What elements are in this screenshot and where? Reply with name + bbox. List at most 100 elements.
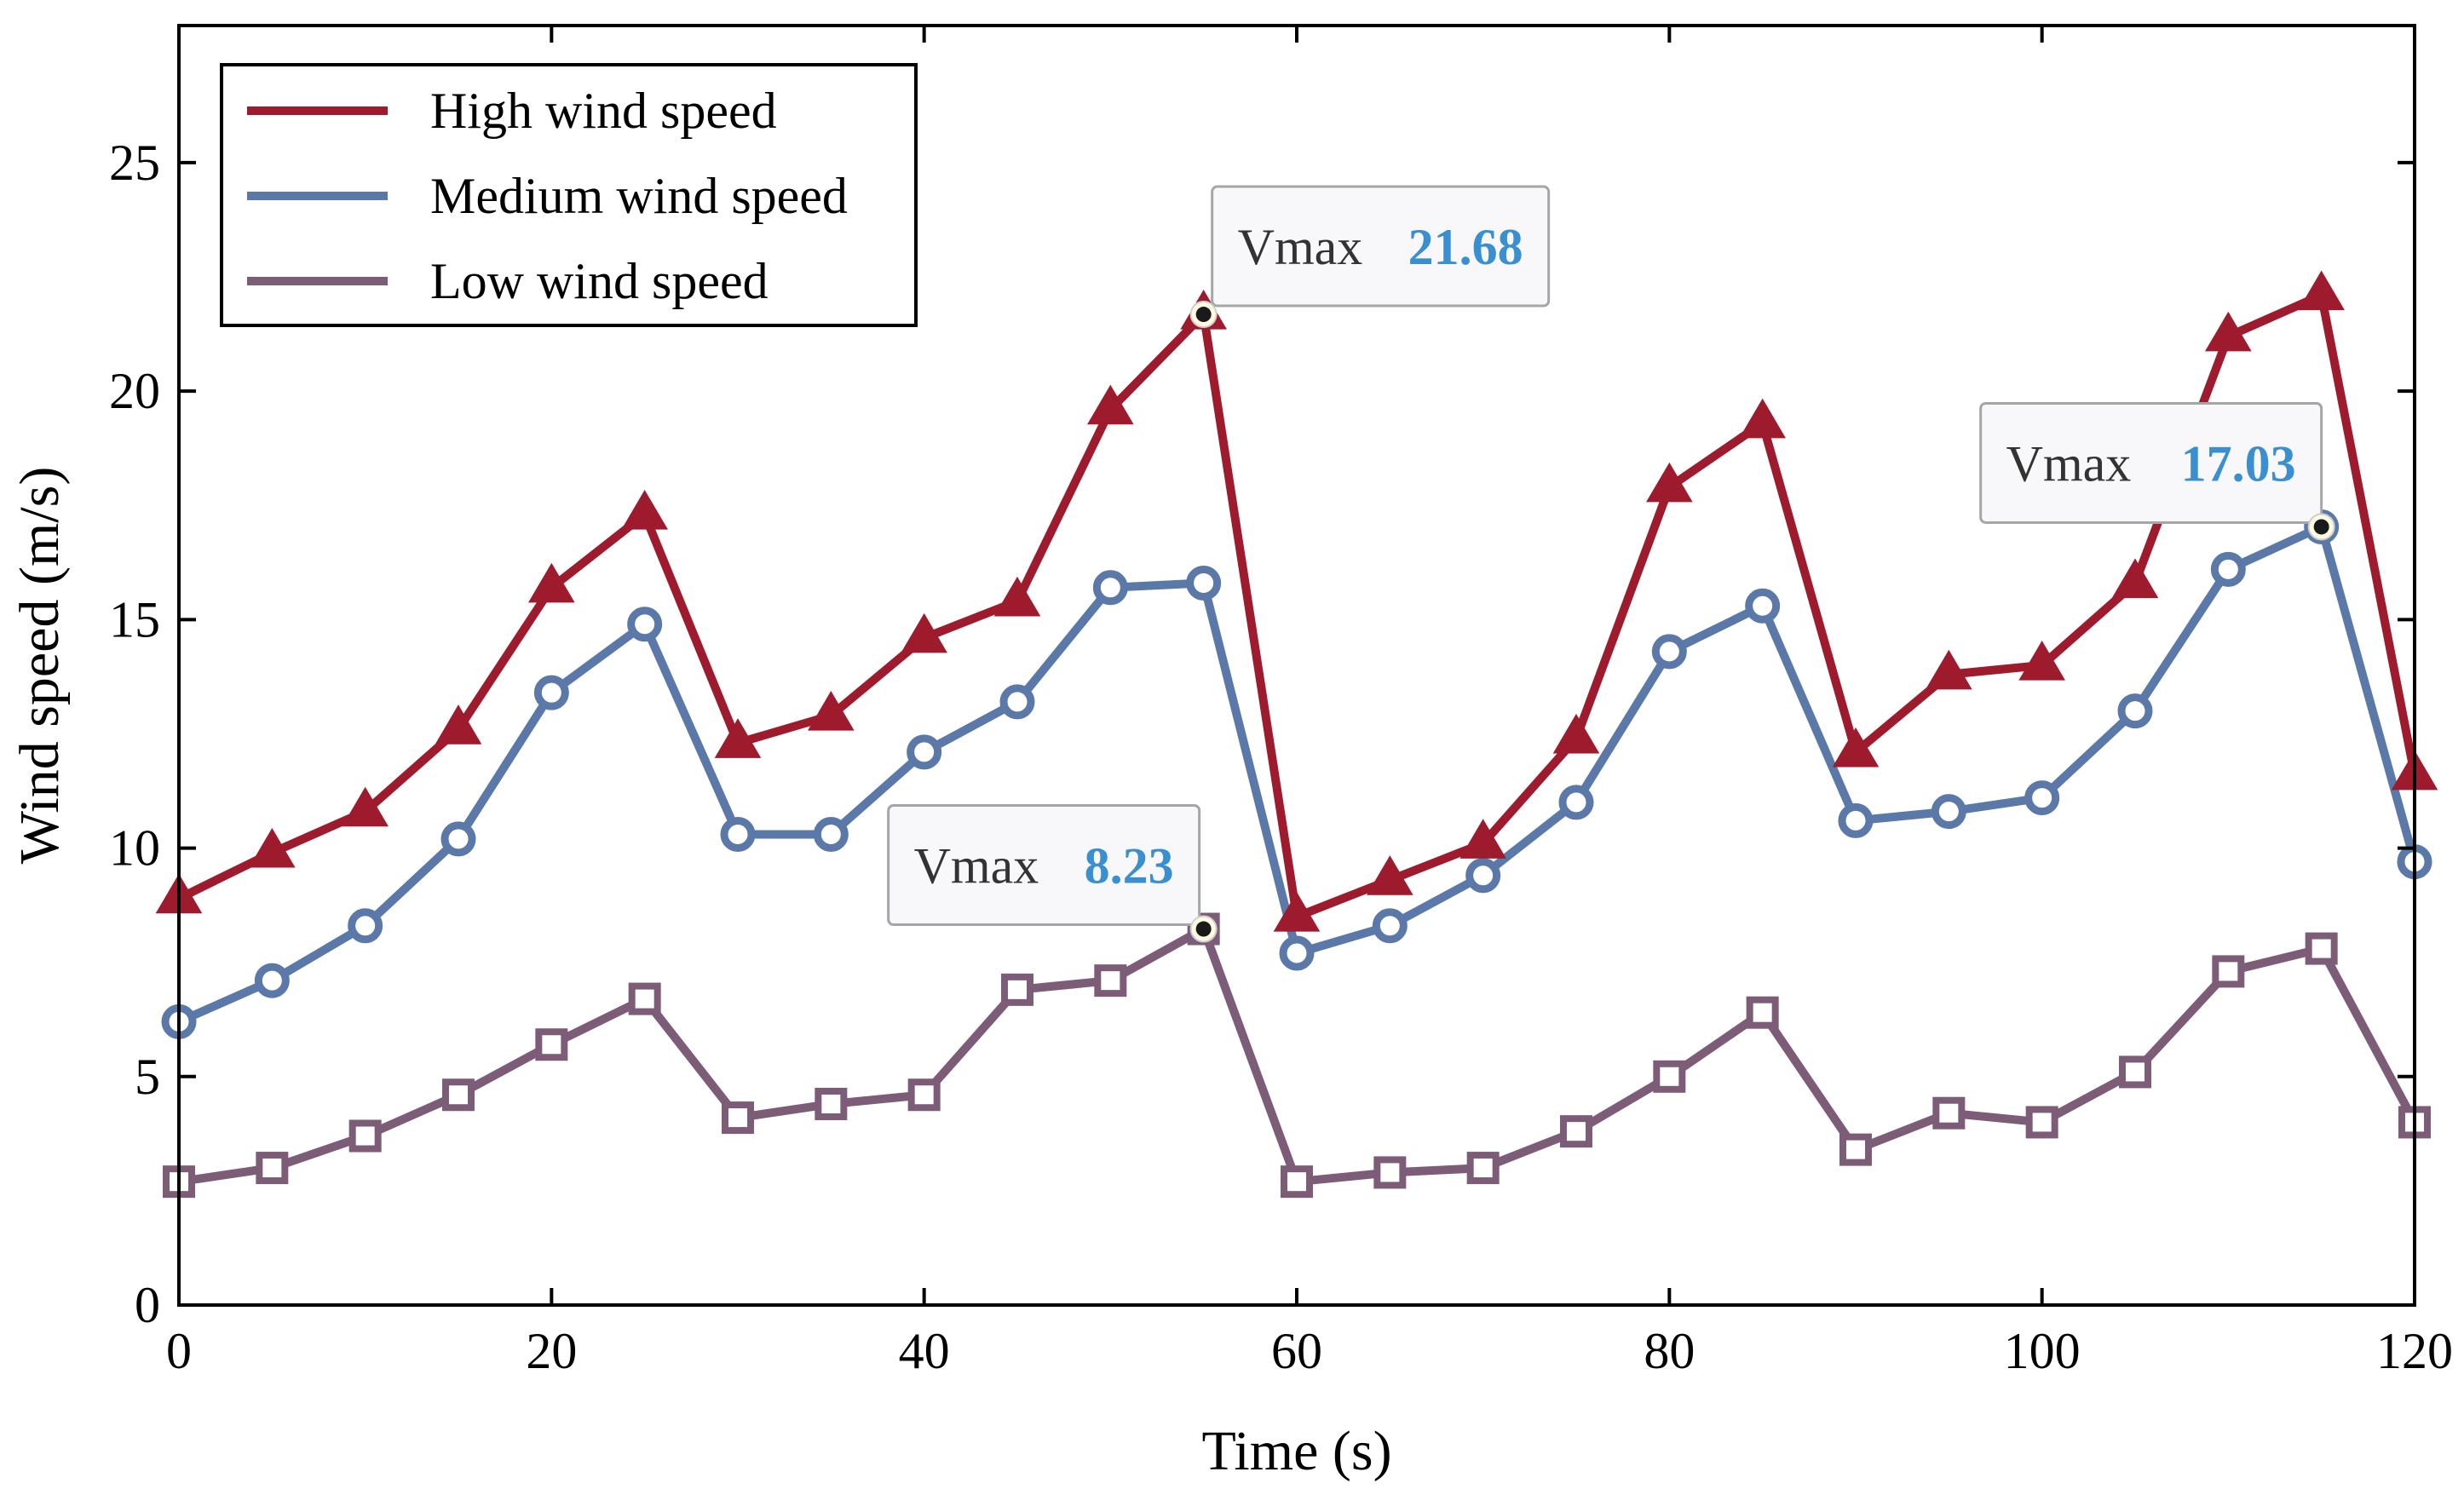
data-point (442, 1078, 475, 1112)
data-point (815, 1087, 848, 1120)
data-tip-box (1211, 185, 1551, 308)
data-point (535, 1028, 568, 1061)
data-point (1273, 892, 1321, 932)
data-point (1186, 565, 1222, 601)
data-point (999, 684, 1035, 720)
legend-label: High wind speed (430, 83, 777, 139)
legend-label: Medium wind speed (430, 168, 848, 224)
data-tip-value: 21.68 (1408, 219, 1523, 275)
data-point (1367, 855, 1413, 895)
data-point (1739, 398, 1786, 439)
y-tick-label: 5 (135, 1049, 160, 1105)
data-tip-label: Vmax (1238, 219, 1363, 275)
x-tick-label: 40 (899, 1323, 950, 1379)
data-point (254, 963, 290, 998)
data-point (907, 734, 942, 770)
data-point (1087, 384, 1134, 425)
data-point (2305, 932, 2338, 965)
data-point (1466, 1152, 1500, 1185)
data-point (2205, 311, 2252, 352)
legend: High wind speed Medium wind speed Low wind… (220, 63, 918, 327)
x-tick-label: 80 (1644, 1323, 1695, 1379)
data-point (1560, 1115, 1592, 1148)
data-point (993, 576, 1041, 617)
data-tip-label: Vmax (2006, 435, 2132, 492)
x-tick-label: 0 (166, 1323, 192, 1379)
annotation-layer: Vmax 21.68 Vmax 17.03 Vmax 8.23 (887, 185, 2335, 943)
data-point (2298, 270, 2345, 311)
data-point (1558, 785, 1594, 820)
data-point (1281, 1165, 1313, 1199)
data-point (2212, 955, 2245, 988)
data-point (901, 612, 947, 653)
series-line (176, 290, 2419, 922)
data-point (621, 490, 668, 530)
series-triangle (155, 270, 2438, 932)
data-point (714, 718, 762, 758)
data-point (2210, 551, 2246, 587)
data-point (722, 1101, 754, 1135)
data-point (348, 908, 383, 944)
data-tip: Vmax 17.03 (1979, 401, 2335, 541)
data-tip-anchor-dot (1195, 307, 1212, 323)
data-point (1552, 713, 1600, 754)
data-point (1839, 1133, 1872, 1166)
data-point (1932, 1096, 1966, 1130)
data-tip: Vmax 8.23 (887, 804, 1218, 943)
x-tick-label: 120 (2376, 1323, 2453, 1379)
data-point (1373, 1156, 1407, 1189)
data-point (1279, 935, 1315, 971)
data-point (1001, 973, 1033, 1006)
data-point (1653, 1060, 1686, 1093)
data-tip-box (1979, 401, 2323, 524)
data-point (342, 786, 389, 827)
data-point (1094, 964, 1127, 998)
data-point (249, 827, 296, 868)
y-tick-label: 0 (135, 1277, 160, 1333)
y-tick-label: 10 (109, 820, 160, 877)
y-tick-label: 20 (109, 363, 160, 419)
y-tick-label: 25 (109, 135, 160, 191)
data-point (907, 1078, 941, 1112)
data-point (1745, 588, 1781, 624)
data-point (528, 562, 575, 603)
data-tip-anchor-dot (1195, 921, 1212, 937)
y-tick-label: 15 (109, 591, 160, 647)
data-point (440, 821, 476, 857)
data-point (720, 816, 756, 852)
series-layer (155, 270, 2438, 1199)
data-point (2117, 693, 2153, 729)
data-point (2024, 780, 2060, 816)
series-circle (161, 509, 2432, 1039)
data-point (1372, 908, 1408, 944)
data-point (1838, 802, 1874, 838)
y-axis-title: Wind speed (m/s) (9, 467, 71, 865)
data-tip: Vmax 21.68 (1189, 185, 1551, 329)
data-point (435, 704, 482, 745)
data-point (2025, 1106, 2058, 1139)
data-tip-label: Vmax (914, 838, 1039, 894)
data-point (348, 1119, 382, 1153)
legend-label: Low wind speed (430, 253, 769, 309)
x-tick-label: 100 (2004, 1323, 2081, 1379)
data-tip-value: 8.23 (1085, 838, 1174, 894)
data-tip-box (887, 804, 1201, 927)
data-point (256, 1152, 289, 1185)
data-tip-value: 17.03 (2181, 435, 2296, 492)
data-point (1465, 858, 1501, 894)
x-tick-label: 20 (526, 1323, 577, 1379)
data-point (2111, 558, 2159, 599)
data-point (628, 982, 661, 1015)
data-point (2018, 641, 2065, 681)
data-point (1459, 819, 1506, 859)
data-point (1651, 634, 1687, 670)
data-point (1926, 649, 1972, 690)
data-point (1931, 794, 1966, 830)
x-tick-label: 60 (1271, 1323, 1322, 1379)
data-point (1832, 727, 1880, 768)
data-point (813, 816, 849, 852)
x-axis-title: Time (s) (1201, 1420, 1391, 1482)
data-point (533, 675, 569, 710)
data-tip-anchor-dot (2313, 519, 2329, 535)
